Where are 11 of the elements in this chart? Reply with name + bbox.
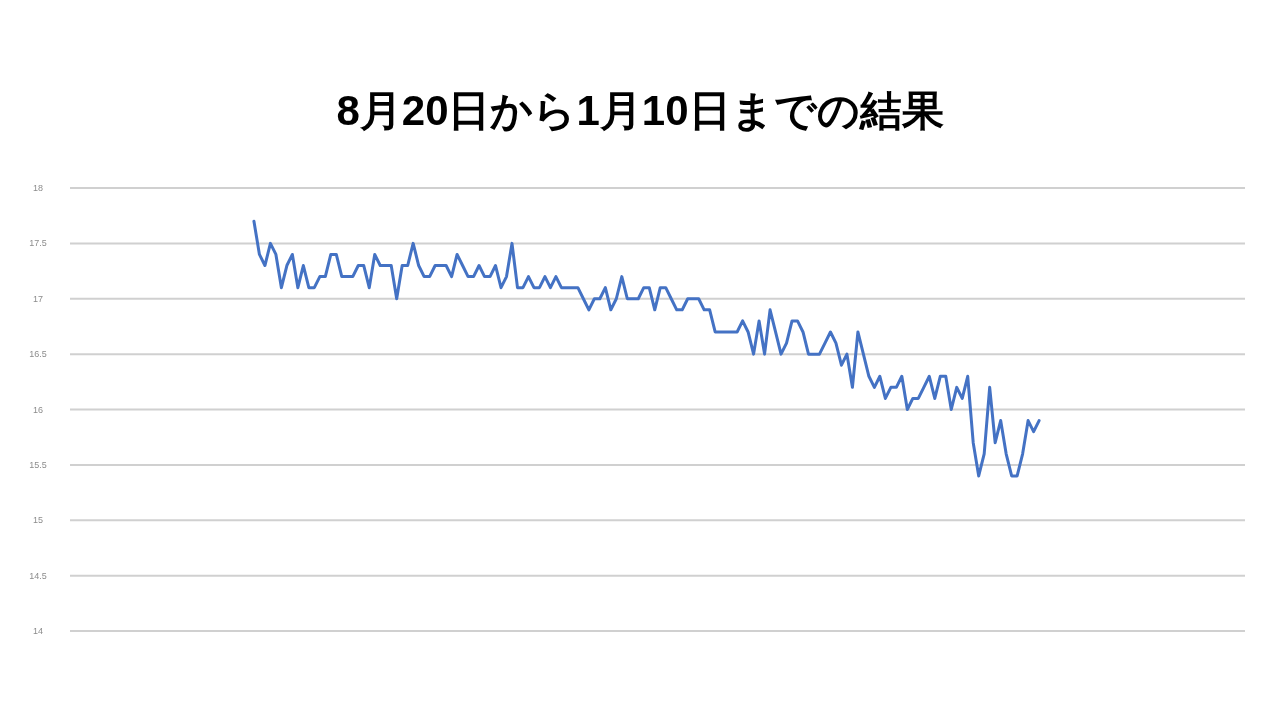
y-tick-label: 14 [32,626,44,636]
y-tick-label: 17.5 [29,238,47,249]
y-tick-label: 17 [32,293,44,304]
y-tick-label: 15 [32,515,44,526]
y-tick-label: 18 [32,183,44,193]
y-tick-label: 14.5 [29,570,47,581]
y-tick-label: 16 [32,404,44,415]
line-series [252,219,1041,478]
y-tick-label: 15.5 [29,459,47,470]
y-tick-label: 16.5 [29,349,47,360]
chart-title: 8月20日から1月10日までの結果 [336,87,944,134]
